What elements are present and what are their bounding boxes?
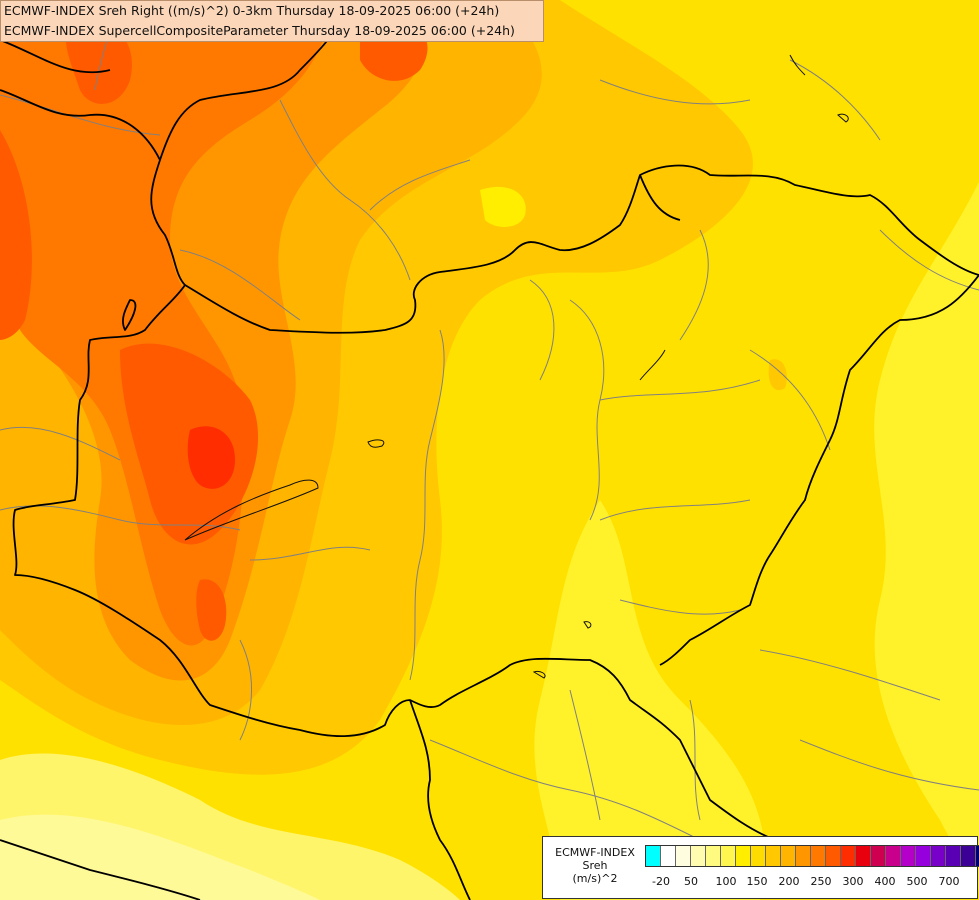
legend-tick-label: 50	[684, 875, 698, 888]
legend-swatch	[976, 846, 979, 866]
legend-swatch	[676, 846, 691, 866]
legend-title: ECMWF-INDEX Sreh (m/s)^2	[547, 846, 643, 885]
legend-tick-label: 400	[874, 875, 896, 888]
header-line-scp: ECMWF-INDEX SupercellCompositeParameter …	[4, 23, 515, 38]
legend-tick-label: 150	[746, 875, 768, 888]
legend-tick-label: 200	[778, 875, 800, 888]
legend-tick-label: -20	[652, 875, 670, 888]
legend-tick-label: 700	[938, 875, 960, 888]
map-header: ECMWF-INDEX Sreh Right ((m/s)^2) 0-3km T…	[0, 0, 544, 42]
legend-swatch	[646, 846, 661, 866]
legend-tick-label: 500	[906, 875, 928, 888]
legend-tick-label: 250	[810, 875, 832, 888]
legend-color-bar	[645, 845, 979, 867]
legend-swatch	[931, 846, 946, 866]
legend-title-line3: (m/s)^2	[572, 872, 618, 885]
region-borders	[0, 0, 979, 841]
legend-swatch	[661, 846, 676, 866]
rivers-lakes	[184, 54, 849, 679]
legend-swatch	[901, 846, 916, 866]
legend-swatch	[886, 846, 901, 866]
legend-tick-label: 100	[715, 875, 737, 888]
header-line-sreh: ECMWF-INDEX Sreh Right ((m/s)^2) 0-3km T…	[4, 3, 500, 18]
legend-tick-label: 300	[842, 875, 864, 888]
legend-swatch	[811, 846, 826, 866]
legend-swatch	[946, 846, 961, 866]
legend-swatch	[856, 846, 871, 866]
legend-swatch	[751, 846, 766, 866]
legend-swatch	[766, 846, 781, 866]
legend-swatch	[796, 846, 811, 866]
legend-swatch	[871, 846, 886, 866]
legend-swatch	[736, 846, 751, 866]
legend-title-line1: ECMWF-INDEX	[555, 846, 635, 859]
legend-title-line2: Sreh	[582, 859, 608, 872]
legend-swatch	[706, 846, 721, 866]
legend-swatch	[841, 846, 856, 866]
legend-swatch	[961, 846, 976, 866]
legend-swatch	[691, 846, 706, 866]
color-legend: ECMWF-INDEX Sreh (m/s)^2 -20 50 100 150 200 2…	[542, 836, 979, 899]
legend-swatch	[721, 846, 736, 866]
legend-swatch	[916, 846, 931, 866]
legend-swatch	[781, 846, 796, 866]
legend-swatch	[826, 846, 841, 866]
